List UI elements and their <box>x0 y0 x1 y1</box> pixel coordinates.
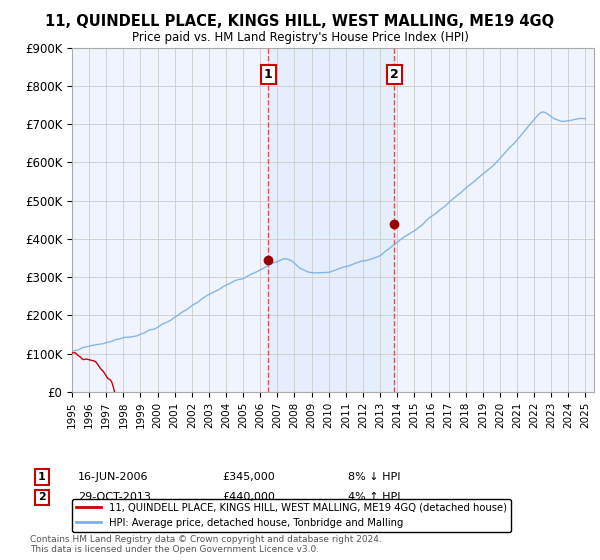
Text: 8% ↓ HPI: 8% ↓ HPI <box>348 472 401 482</box>
Text: 4% ↑ HPI: 4% ↑ HPI <box>348 492 401 502</box>
Text: 1: 1 <box>38 472 46 482</box>
Bar <box>268 48 394 392</box>
Text: 2: 2 <box>390 68 398 81</box>
Text: Contains HM Land Registry data © Crown copyright and database right 2024.
This d: Contains HM Land Registry data © Crown c… <box>30 535 382 554</box>
Text: Price paid vs. HM Land Registry's House Price Index (HPI): Price paid vs. HM Land Registry's House … <box>131 31 469 44</box>
Text: 2: 2 <box>38 492 46 502</box>
Text: 16-JUN-2006: 16-JUN-2006 <box>78 472 149 482</box>
Text: £345,000: £345,000 <box>222 472 275 482</box>
Legend: 11, QUINDELL PLACE, KINGS HILL, WEST MALLING, ME19 4GQ (detached house), HPI: Av: 11, QUINDELL PLACE, KINGS HILL, WEST MAL… <box>72 498 511 531</box>
Text: 11, QUINDELL PLACE, KINGS HILL, WEST MALLING, ME19 4GQ: 11, QUINDELL PLACE, KINGS HILL, WEST MAL… <box>46 14 554 29</box>
Text: 1: 1 <box>264 68 272 81</box>
Text: 29-OCT-2013: 29-OCT-2013 <box>78 492 151 502</box>
Text: £440,000: £440,000 <box>222 492 275 502</box>
